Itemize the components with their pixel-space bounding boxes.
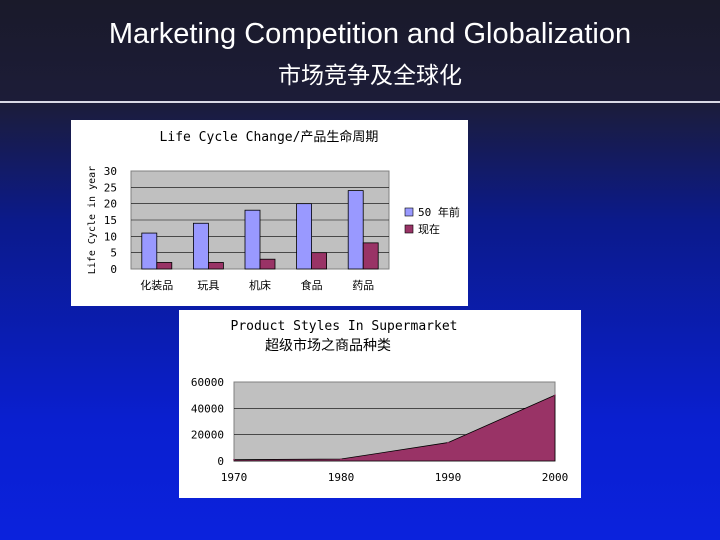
bar: [311, 252, 328, 270]
slide-header: Marketing Competition and Globalization …: [0, 0, 720, 103]
y-tick-label: 20: [104, 198, 117, 211]
x-tick-label: 1990: [435, 471, 462, 484]
life-cycle-chart: Life Cycle Change/产品生命周期 Life Cycle in y…: [87, 129, 464, 292]
y-tick-label: 20000: [191, 429, 224, 442]
data-point: [340, 458, 342, 460]
y-tick-label: 40000: [191, 402, 224, 415]
bar: [296, 203, 313, 270]
x-tick-label: 食品: [301, 278, 323, 292]
data-point: [233, 458, 235, 461]
product-styles-chart-panel: Product Styles In Supermarket 超级市场之商品种类 …: [179, 310, 581, 498]
legend-swatch: [404, 207, 414, 217]
y-tick-label: 0: [110, 263, 117, 276]
y-tick-label: 0: [217, 455, 224, 468]
bar: [259, 258, 276, 270]
x-tick-label: 2000: [542, 471, 569, 484]
title-divider: [0, 101, 720, 103]
chart-title: Life Cycle Change/产品生命周期: [160, 129, 379, 145]
x-tick-label: 1980: [328, 471, 355, 484]
x-tick-label: 机床: [249, 278, 271, 292]
bar: [193, 222, 209, 270]
x-tick-label: 药品: [352, 279, 374, 292]
bar: [347, 190, 364, 270]
legend-label: 50 年前: [418, 205, 460, 219]
data-point: [447, 441, 449, 444]
x-tick-label: 玩具: [197, 279, 219, 292]
y-tick-label: 5: [110, 247, 117, 260]
legend-label: 现在: [418, 223, 440, 236]
y-tick-label: 15: [104, 214, 117, 227]
slide-title: Marketing Competition and Globalization: [108, 18, 632, 50]
y-axis-label: Life Cycle in year: [87, 166, 98, 274]
bar: [207, 262, 224, 270]
bar: [141, 232, 158, 270]
legend-swatch: [404, 224, 414, 234]
chart-subtitle: 超级市场之商品种类: [265, 337, 391, 354]
y-tick-label: 60000: [191, 376, 224, 389]
product-styles-chart: Product Styles In Supermarket 超级市场之商品种类 …: [191, 319, 569, 484]
x-tick-label: 1970: [221, 471, 248, 484]
x-tick-label: 化装品: [140, 278, 173, 292]
bar: [362, 242, 379, 270]
slide-subtitle: 市场竞争及全球化: [278, 63, 462, 89]
life-cycle-chart-panel: Life Cycle Change/产品生命周期 Life Cycle in y…: [71, 120, 468, 306]
bar: [156, 262, 173, 270]
chart-title: Product Styles In Supermarket: [231, 319, 458, 334]
y-tick-label: 10: [104, 230, 117, 243]
y-tick-label: 25: [104, 181, 117, 194]
y-tick-label: 30: [104, 165, 117, 178]
data-point: [554, 394, 556, 396]
bar: [244, 209, 261, 270]
